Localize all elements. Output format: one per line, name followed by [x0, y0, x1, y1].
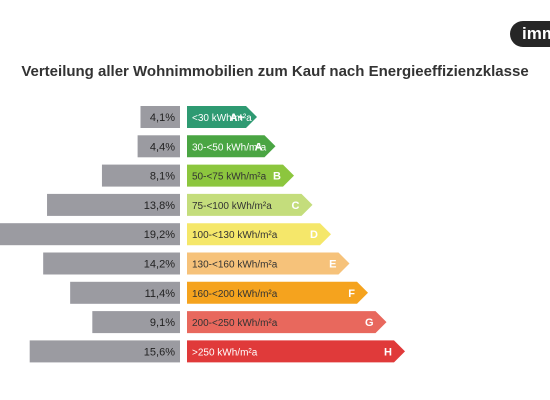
value-label: 11,4%: [145, 288, 176, 300]
category-label: 100-<130 kWh/m²a: [192, 230, 278, 241]
class-letter: E: [329, 259, 336, 271]
class-letter: A: [255, 141, 263, 153]
value-label: 13,8%: [144, 200, 175, 212]
brand-logo: imm: [510, 21, 550, 47]
chart-title: Verteilung aller Wohnimmobilien zum Kauf…: [21, 63, 529, 80]
energy-class-arrow: [187, 164, 294, 187]
class-letter: D: [310, 229, 318, 241]
energy-class-arrow: [187, 223, 331, 246]
energy-class-arrow: [187, 193, 313, 216]
value-bar: [0, 223, 180, 246]
class-letter: G: [365, 317, 374, 329]
value-bar: [92, 311, 180, 334]
value-bar: [70, 281, 180, 304]
energy-class-arrow: [187, 135, 276, 158]
value-bar: [47, 193, 180, 216]
category-label: 200-<250 kWh/m²a: [192, 318, 278, 329]
category-label: 160-<200 kWh/m²a: [192, 289, 278, 300]
value-bar: [29, 340, 180, 363]
class-letter: H: [384, 346, 392, 358]
value-label: 15,6%: [144, 346, 175, 358]
category-label: 30-<50 kWh/m²a: [192, 142, 267, 153]
category-label: <30 kWh/m²a: [192, 113, 252, 124]
value-bar: [140, 106, 180, 128]
energy-class-arrow: [187, 252, 350, 275]
energy-class-arrow: [187, 106, 257, 128]
class-letter: A+: [230, 112, 244, 124]
energy-class-arrow: [187, 281, 368, 304]
class-letter: B: [273, 171, 281, 183]
class-letter: F: [348, 288, 355, 300]
class-letter: C: [292, 200, 300, 212]
value-label: 19,2%: [144, 229, 175, 241]
value-bar: [137, 135, 180, 158]
value-label: 14,2%: [144, 259, 175, 271]
value-bar: [43, 252, 181, 275]
category-label: 75-<100 kWh/m²a: [192, 201, 272, 212]
value-label: 4,4%: [150, 141, 175, 153]
energy-class-arrow: [187, 311, 387, 334]
category-label: >250 kWh/m²a: [192, 347, 258, 358]
category-label: 50-<75 kWh/m²a: [192, 172, 267, 183]
value-label: 9,1%: [150, 317, 175, 329]
value-label: 4,1%: [150, 112, 175, 124]
value-bar: [101, 164, 180, 187]
category-label: 130-<160 kWh/m²a: [192, 260, 278, 271]
energy-class-arrow: [187, 340, 405, 363]
value-label: 8,1%: [150, 171, 175, 183]
